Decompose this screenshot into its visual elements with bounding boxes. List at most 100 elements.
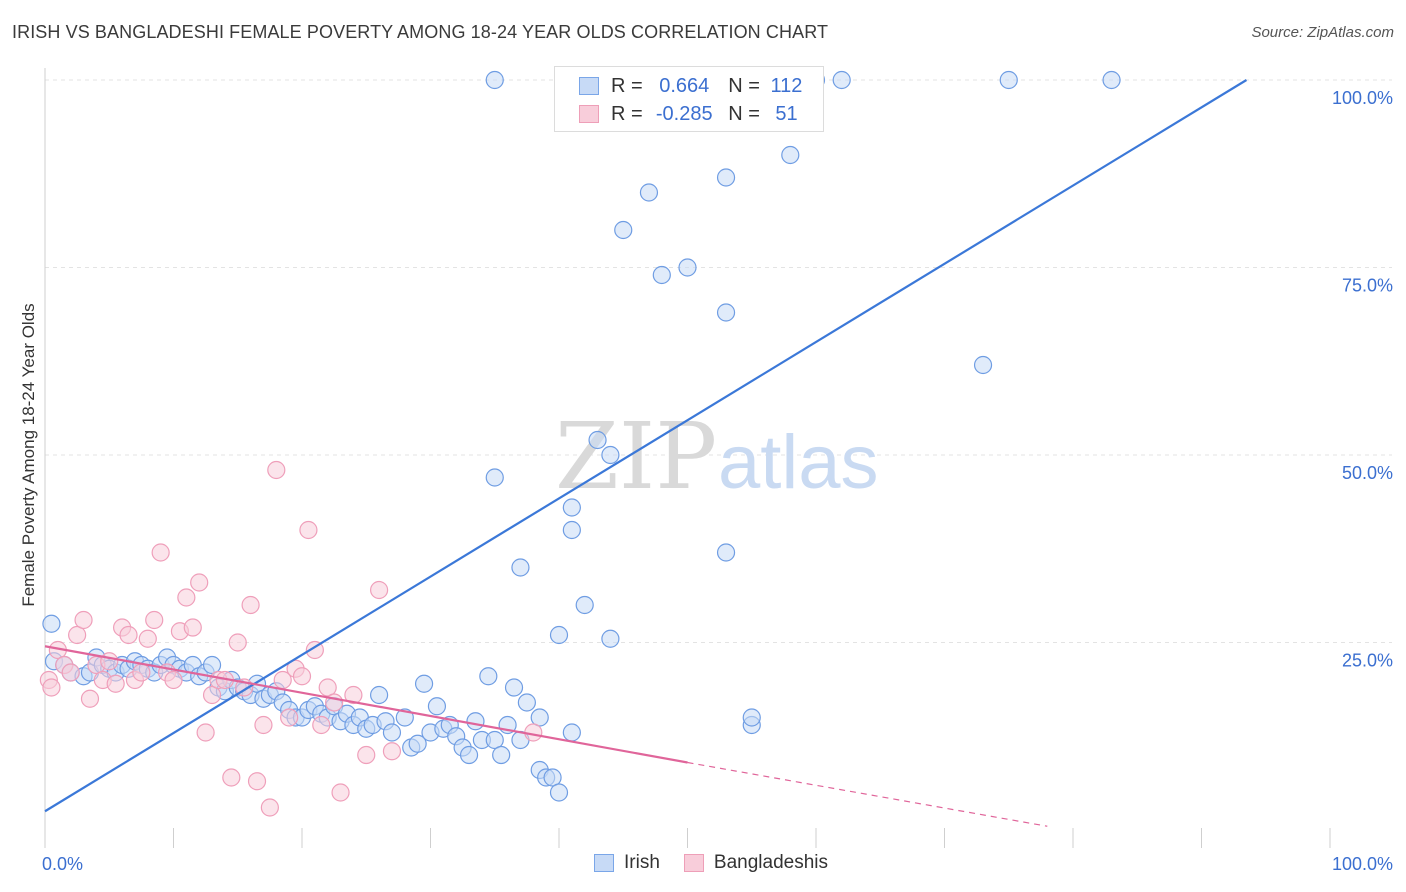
irish-point xyxy=(485,70,504,90)
irish-point xyxy=(530,708,549,727)
bangladeshis-point xyxy=(196,723,215,742)
irish-point xyxy=(652,265,671,285)
irish-point xyxy=(549,625,569,645)
y-axis-label: Female Poverty Among 18-24 Year Olds xyxy=(19,303,38,606)
watermark: ZIP atlas xyxy=(555,403,879,510)
bangladeshis-point xyxy=(100,652,119,671)
irish-point xyxy=(562,723,581,742)
bangladeshis-point xyxy=(357,745,376,765)
irish-point xyxy=(781,145,800,165)
bangladeshis-point xyxy=(68,625,87,645)
irish-point xyxy=(202,655,222,675)
r-value: 0.664 xyxy=(659,74,710,97)
r-label: R = xyxy=(611,102,643,125)
bangladeshis-point xyxy=(132,663,151,682)
legend-item-bangladeshis[interactable]: Bangladeshis xyxy=(683,852,828,874)
bangladeshis-point xyxy=(42,678,61,697)
bangladeshis-point xyxy=(222,768,241,787)
irish-point xyxy=(459,745,479,765)
bangladeshis-point xyxy=(183,618,202,637)
irish-point xyxy=(479,667,498,686)
n-label: N = xyxy=(728,74,760,97)
irish-point xyxy=(999,70,1018,90)
bangladeshis-swatch xyxy=(579,105,599,123)
bangladeshis-point xyxy=(280,708,299,727)
stat-row-bangladeshis: R = -0.285 N = 51 xyxy=(579,100,808,128)
bangladeshis-point xyxy=(292,667,312,686)
bangladeshis-point xyxy=(74,610,93,630)
irish-point xyxy=(588,430,607,450)
x-tick-label: 100.0% xyxy=(1332,854,1393,874)
bangladeshis-point xyxy=(106,674,125,693)
n-value: 51 xyxy=(775,102,798,125)
irish-point xyxy=(485,468,504,487)
irish-point xyxy=(716,303,736,322)
bangladeshis-point xyxy=(80,689,100,708)
legend-item-irish[interactable]: Irish xyxy=(594,852,660,874)
irish-point xyxy=(562,498,581,517)
irish-point xyxy=(716,543,736,562)
irish-legend-swatch xyxy=(594,854,614,872)
irish-point xyxy=(42,614,61,633)
r-value: -0.285 xyxy=(655,102,713,125)
trend-lines xyxy=(44,79,1248,827)
chart-title: IRISH VS BANGLADESHI FEMALE POVERTY AMON… xyxy=(12,22,829,42)
axes xyxy=(44,68,1331,848)
irish-point xyxy=(601,445,620,465)
irish-point xyxy=(517,693,536,712)
bangladeshis-point xyxy=(312,715,331,735)
legend-label-irish: Irish xyxy=(624,852,660,873)
bangladeshis-point xyxy=(382,742,402,761)
legend-label-bangladeshis: Bangladeshis xyxy=(713,852,828,873)
watermark-zip: ZIP xyxy=(555,403,717,510)
grid-lines xyxy=(45,79,1392,643)
bangladeshis-point xyxy=(305,640,324,660)
bangladeshis-point xyxy=(260,798,279,817)
irish-point xyxy=(639,183,659,202)
bangladeshis-point xyxy=(138,629,157,648)
irish-point xyxy=(716,168,736,187)
irish-point xyxy=(1102,70,1121,90)
irish-point xyxy=(466,712,485,731)
irish-point xyxy=(575,595,594,615)
bangladeshis-point xyxy=(299,520,318,540)
y-tick-label: 25.0% xyxy=(1342,651,1393,671)
source-label: Source: ZipAtlas.com xyxy=(1251,24,1394,41)
bangladeshis-point xyxy=(370,580,389,600)
bangladeshis-point xyxy=(61,663,80,682)
n-label: N = xyxy=(728,102,760,125)
bangladeshis-point xyxy=(247,772,267,791)
irish-swatch xyxy=(579,77,599,95)
x-tick-label: 0.0% xyxy=(42,854,83,874)
bangladeshis-legend-swatch xyxy=(683,854,704,872)
bangladeshis-point xyxy=(254,715,273,735)
irish-point xyxy=(504,678,524,697)
irish-point xyxy=(614,220,633,240)
irish-point xyxy=(485,730,504,750)
bangladeshis-point xyxy=(119,625,138,645)
bangladeshis-trend-extension xyxy=(687,761,1048,827)
bangladeshis-point xyxy=(331,783,350,802)
irish-point xyxy=(543,768,562,787)
bangladeshis-point xyxy=(228,633,247,652)
bangladeshis-point xyxy=(151,543,170,562)
bangladeshis-point xyxy=(190,573,209,592)
irish-point xyxy=(511,558,530,577)
irish-point xyxy=(395,708,414,727)
stat-row-irish: R = 0.664 N = 112 xyxy=(579,72,808,100)
bangladeshis-point xyxy=(241,595,260,615)
bangladeshis-point xyxy=(202,685,222,705)
irish-point xyxy=(549,783,569,802)
irish-point xyxy=(492,745,511,765)
irish-point xyxy=(562,520,581,540)
irish-trend-line xyxy=(44,79,1248,813)
watermark-atlas: atlas xyxy=(718,420,879,505)
irish-point xyxy=(678,258,697,277)
irish-point xyxy=(973,355,993,375)
y-tick-label: 100.0% xyxy=(1332,88,1393,108)
y-tick-label: 75.0% xyxy=(1342,276,1393,296)
irish-point xyxy=(427,697,447,716)
r-label: R = xyxy=(611,74,643,97)
n-value: 112 xyxy=(770,74,803,97)
